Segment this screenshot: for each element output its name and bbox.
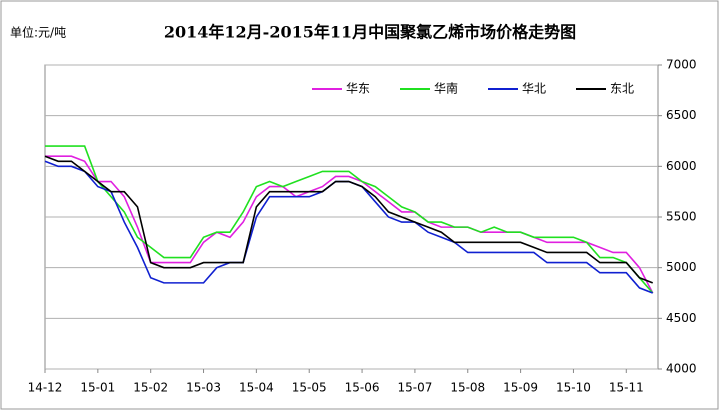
x-tick-label: 15-10 — [556, 381, 591, 395]
series-line — [45, 155, 654, 294]
y-tick-label: 5500 — [666, 210, 697, 224]
x-tick-label: 15-06 — [345, 381, 380, 395]
y-tick-label: 6500 — [666, 108, 697, 122]
y-tick-label: 4000 — [666, 362, 697, 376]
y-tick-label: 5000 — [666, 260, 697, 274]
legend-label: 华北 — [522, 82, 546, 96]
x-tick-label: 15-09 — [503, 381, 538, 395]
legend-label: 华南 — [434, 81, 458, 96]
y-tick-label: 4500 — [666, 311, 697, 325]
chart-title: 2014年12月-2015年11月中国聚氯乙烯市场价格走势图 — [164, 23, 576, 42]
legend-label: 华东 — [346, 82, 370, 96]
x-tick-label: 15-03 — [186, 381, 221, 395]
x-tick-label: 15-01 — [80, 381, 115, 395]
x-tick-label: 15-05 — [292, 381, 327, 395]
unit-label: 单位:元/吨 — [10, 25, 66, 40]
x-tick-label: 15-07 — [397, 381, 432, 395]
x-tick-label: 15-08 — [450, 381, 485, 395]
series-line — [44, 155, 654, 284]
y-tick-label: 7000 — [666, 58, 697, 72]
x-tick-label: 15-04 — [239, 381, 274, 395]
x-tick-label: 15-11 — [609, 381, 644, 395]
x-tick-label: 14-12 — [28, 381, 63, 395]
y-tick-label: 6000 — [666, 159, 697, 173]
x-tick-label: 15-02 — [133, 381, 168, 395]
legend-label: 东北 — [610, 82, 634, 96]
